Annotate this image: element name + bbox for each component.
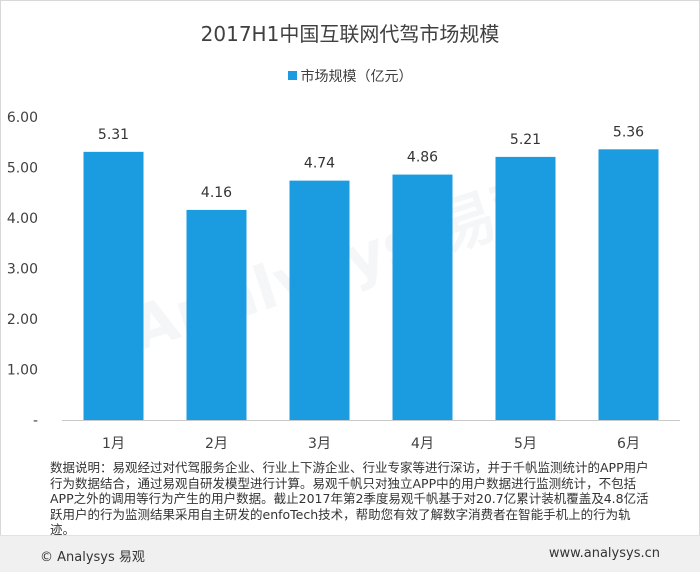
y-tick-label: - — [33, 413, 38, 429]
bar-value-label: 4.74 — [304, 156, 335, 172]
y-tick-label: 3.00 — [7, 262, 38, 278]
y-tick-label: 5.00 — [7, 161, 38, 177]
y-tick-label: 2.00 — [7, 312, 38, 328]
legend-swatch — [287, 71, 297, 80]
bar-chart: - 1.00 2.00 3.00 4.00 5.00 6.00 5.31 1月 4.16 2月 4.7… — [7, 110, 680, 452]
x-tick-label: 3月 — [308, 436, 331, 452]
bar — [495, 156, 556, 420]
chart-legend: 市场规模（亿元） — [0, 66, 700, 86]
footer-website[interactable]: www.analysys.cn — [548, 546, 660, 561]
bar — [598, 149, 659, 420]
bar — [289, 180, 350, 420]
bar-value-label: 4.16 — [201, 185, 232, 201]
bar — [392, 174, 453, 420]
bar-value-label: 5.21 — [510, 132, 541, 148]
x-tick-label: 2月 — [205, 436, 228, 452]
bar-value-label: 5.36 — [613, 124, 644, 140]
x-tick-label: 4月 — [411, 436, 434, 452]
footer: © Analysys 易观 www.analysys.cn — [0, 535, 700, 572]
bar — [83, 151, 144, 420]
y-tick-label: 1.00 — [7, 363, 38, 379]
x-tick-label: 6月 — [617, 436, 640, 452]
footer-copyright: © Analysys 易观 — [40, 550, 145, 565]
legend-label: 市场规模（亿元） — [300, 69, 413, 85]
bar — [186, 209, 247, 420]
data-note: 数据说明：易观经过对代驾服务企业、行业上下游企业、行业专家等进行深访，并于千帆监… — [50, 460, 649, 537]
x-tick-label: 5月 — [514, 436, 537, 452]
chart-title: 2017H1中国互联网代驾市场规模 — [200, 22, 500, 46]
y-tick-label: 4.00 — [7, 211, 38, 227]
bar-value-label: 5.31 — [98, 127, 129, 143]
y-tick-label: 6.00 — [7, 110, 38, 126]
bar-value-label: 4.86 — [407, 150, 438, 166]
x-tick-label: 1月 — [102, 436, 125, 452]
